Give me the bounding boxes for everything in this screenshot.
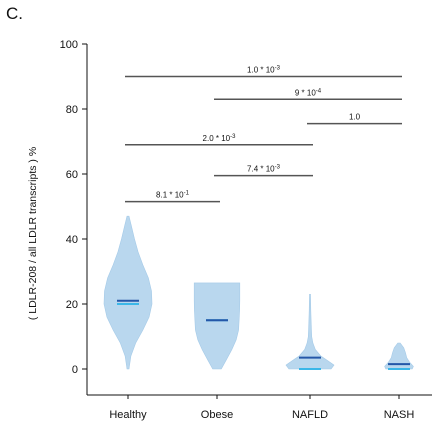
violin-obese: [193, 282, 241, 370]
y-axis-label: ( LDLR-208 / all LDLR transcripts ) %: [27, 147, 39, 320]
y-tick-label: 0: [72, 364, 78, 376]
violin-nash: [384, 342, 414, 370]
x-tick-label: NAFLD: [292, 409, 328, 421]
p-value-label: 7.4 * 10-3: [247, 165, 281, 174]
panel-label: C.: [6, 4, 23, 23]
p-value-label: 9 * 10-4: [295, 88, 322, 97]
x-tick-label: NASH: [384, 409, 415, 421]
violin-healthy: [103, 215, 153, 370]
y-tick-label: 20: [66, 299, 78, 311]
y-tick-label: 100: [60, 39, 78, 51]
y-tick-label: 40: [66, 234, 78, 246]
p-value-label: 1.0 * 10-3: [247, 66, 281, 75]
p-value-label: 2.0 * 10-3: [203, 134, 237, 143]
y-tick-label: 60: [66, 169, 78, 181]
y-tick-label: 80: [66, 104, 78, 116]
violin-nafld: [285, 294, 335, 370]
p-value-label: 8.1 * 10-1: [156, 191, 190, 200]
x-tick-label: Healthy: [109, 409, 147, 421]
p-value-label: 1.0: [349, 113, 361, 122]
x-tick-label: Obese: [201, 409, 233, 421]
